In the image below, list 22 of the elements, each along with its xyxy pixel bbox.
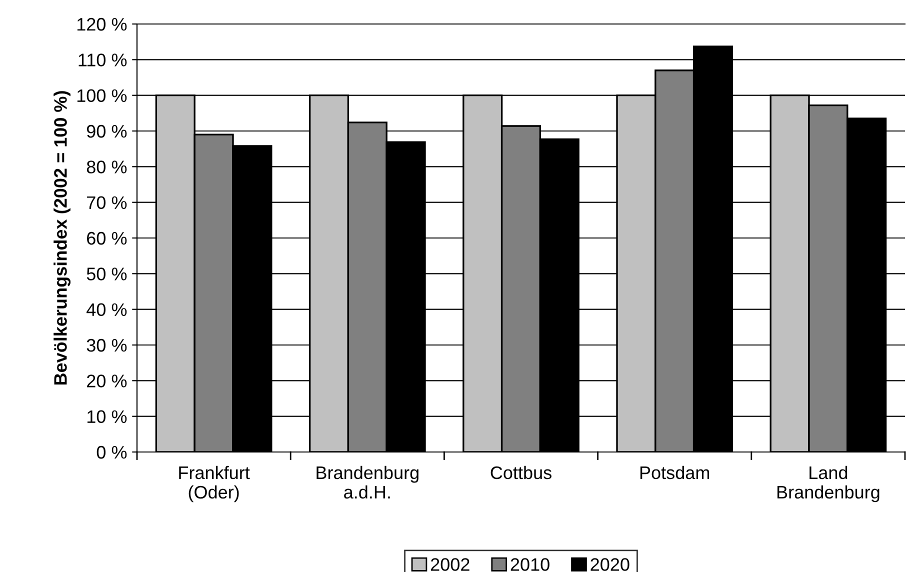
y-tick-label: 50 % [86,268,127,280]
y-tick-label: 110 % [78,54,127,66]
x-tick-label: Potsdam [640,466,710,480]
y-tick-label: 70 % [87,196,127,210]
y-tick-label: 30 % [86,338,127,352]
y-tick-label: 60 % [87,232,127,245]
legend-label: 2010 [510,558,550,571]
y-tick-label: 10 % [88,410,127,424]
y-tick-label: 20 % [87,374,127,388]
y-tick-label: 90 % [86,124,127,138]
x-tick-label: Land Brandenburg [777,466,880,502]
legend-label: 2002 [430,558,470,571]
x-tick-label: Cottbus [490,466,552,480]
legend-label: 2020 [590,558,630,571]
x-tick-label: Frankfurt (Oder) [179,466,250,502]
y-tick-label: 0 % [96,446,127,459]
y-tick-label: 40 % [86,303,127,316]
y-tick-label: 80 % [86,160,127,174]
y-axis-title: Bevölkerungsindex (2002 = 100 %) [54,91,71,385]
y-tick-label: 100 % [77,89,127,102]
x-tick-label: Brandenburg a.d.H. [316,466,418,499]
y-tick-label: 120 % [77,18,127,31]
